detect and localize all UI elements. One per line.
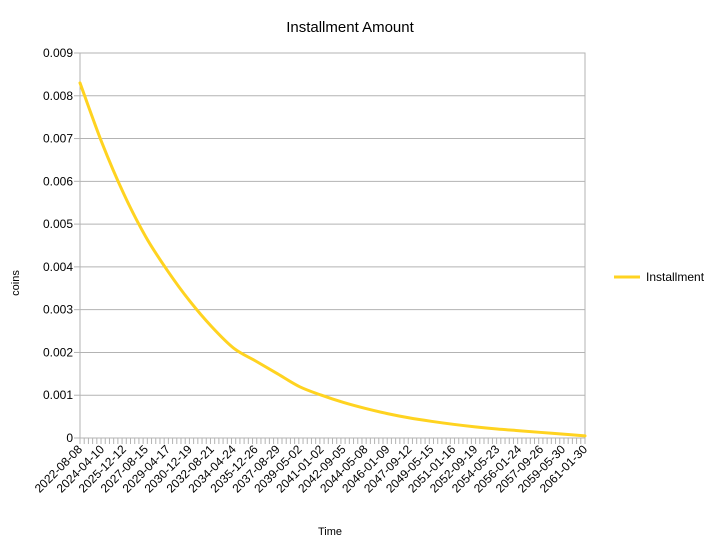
y-tick-label: 0.006 <box>43 174 73 188</box>
y-tick-label: 0.004 <box>43 260 73 274</box>
x-minor-ticks <box>79 438 586 444</box>
chart-title: Installment Amount <box>286 19 414 36</box>
legend-label-installment: Installment <box>646 270 705 284</box>
y-tick-label: 0.001 <box>43 388 73 402</box>
plot-area-frame <box>79 52 586 439</box>
y-tick-label: 0.008 <box>43 89 73 103</box>
y-tick-label: 0.007 <box>43 132 73 146</box>
series-line-installment <box>78 81 587 438</box>
y-axis-title: coins <box>10 270 22 296</box>
y-tick-label: 0.003 <box>43 303 73 317</box>
y-tick-label: 0.002 <box>43 345 73 359</box>
x-axis-title: Time <box>318 526 342 538</box>
y-tick-label: 0 <box>66 431 73 445</box>
series-layer <box>78 81 587 438</box>
gridlines <box>80 52 585 439</box>
y-tick-label: 0.009 <box>43 46 73 60</box>
x-tick-labels: 2022-08-082024-04-102025-12-122027-08-15… <box>32 442 591 496</box>
y-tick-labels: 0 0.001 0.002 0.003 0.004 0.005 0.006 0.007 0.00… <box>43 46 80 445</box>
y-tick-label: 0.005 <box>43 217 73 231</box>
legend: Installment <box>614 270 705 284</box>
